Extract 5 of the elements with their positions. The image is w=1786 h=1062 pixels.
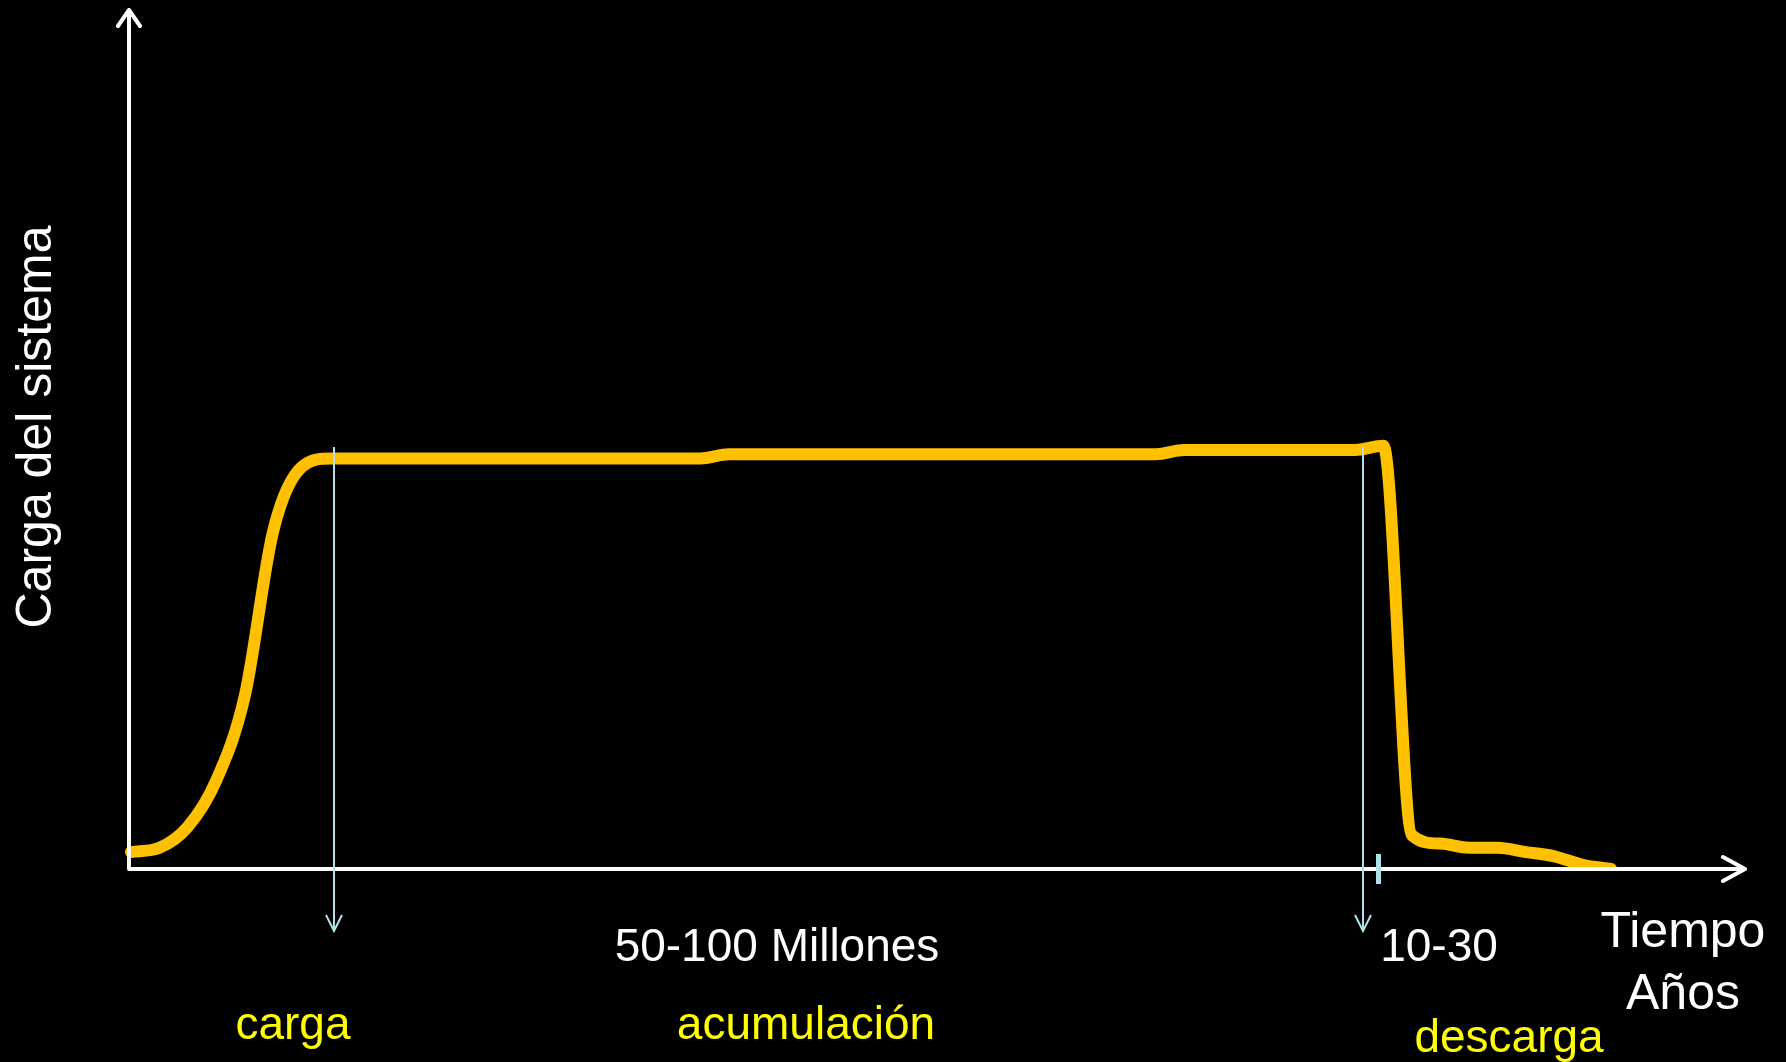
text: 50-100 Millones	[614, 918, 940, 972]
text: acumulación	[676, 996, 936, 1050]
text: 10-30	[1380, 918, 1498, 972]
text: carga	[235, 996, 351, 1050]
y-axis-title: Carga del sistema	[5, 225, 63, 629]
